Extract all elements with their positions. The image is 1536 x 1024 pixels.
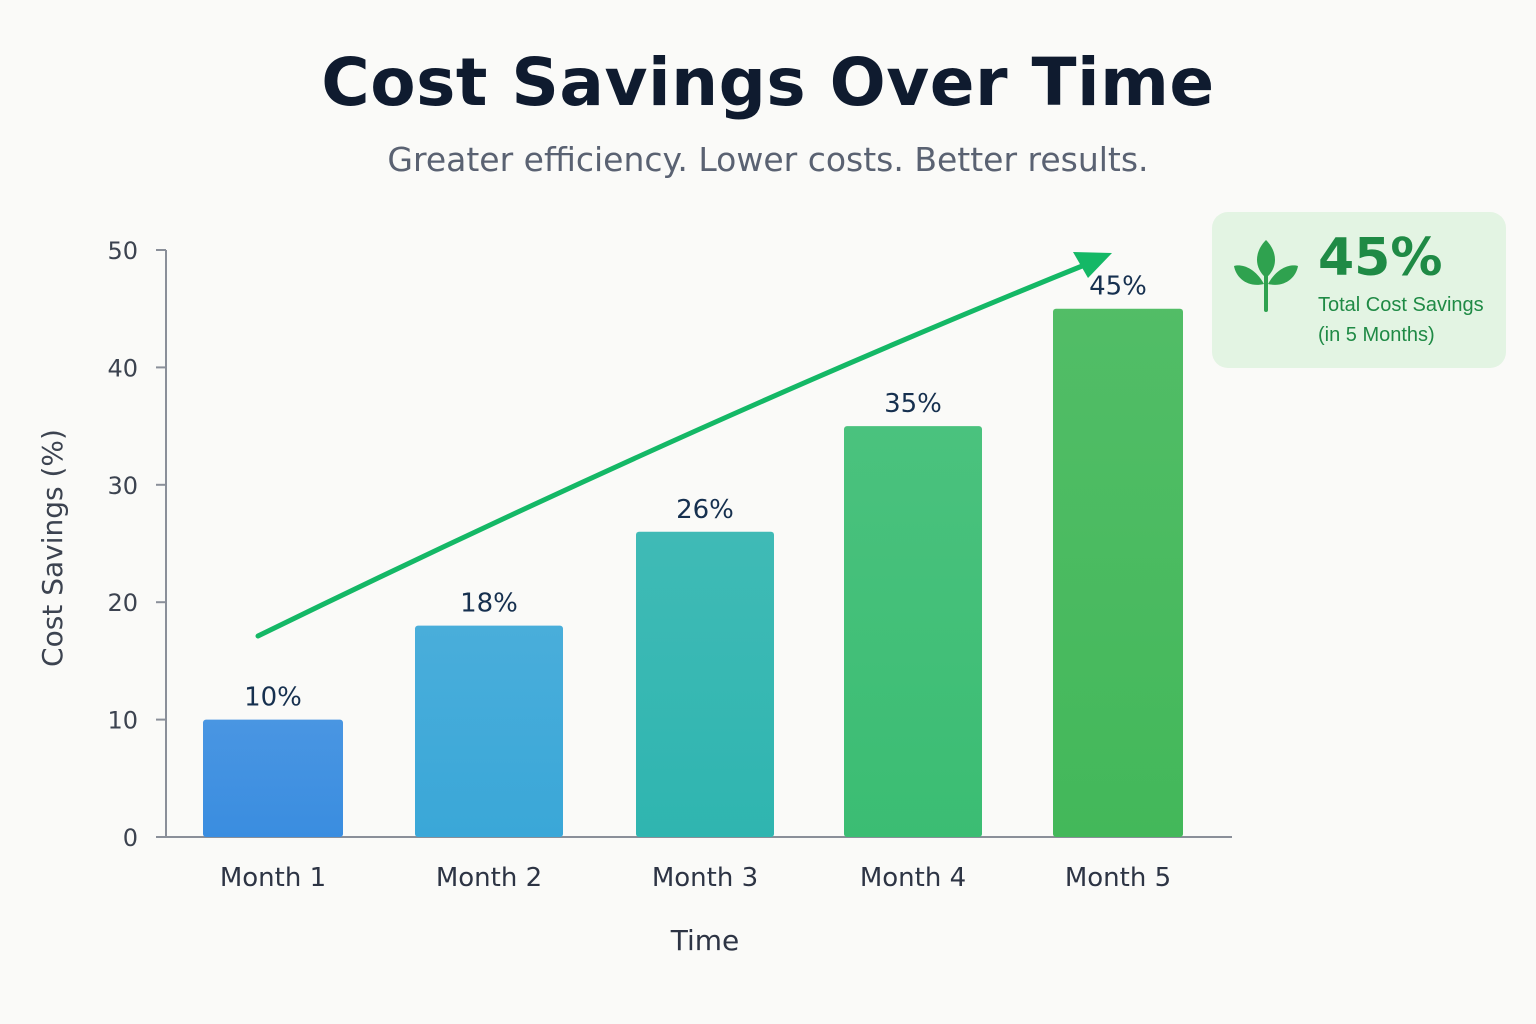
data-label: 35% xyxy=(884,389,942,419)
bar-4 xyxy=(844,426,982,837)
chart-subtitle: Greater efficiency. Lower costs. Better … xyxy=(387,140,1149,179)
bar-2 xyxy=(415,625,563,837)
x-tick-label: Month 4 xyxy=(860,863,966,893)
y-tick-label: 40 xyxy=(107,354,138,382)
bar-3 xyxy=(636,531,774,837)
x-tick-label: Month 5 xyxy=(1065,863,1171,893)
y-tick-label: 20 xyxy=(107,589,138,617)
data-label: 10% xyxy=(244,683,302,713)
trend-arrow xyxy=(255,259,1095,639)
x-tick-label: Month 1 xyxy=(220,863,326,893)
bar-1 xyxy=(203,719,343,837)
bar-5 xyxy=(1053,308,1183,837)
data-label: 45% xyxy=(1089,272,1147,302)
trend-arrowhead xyxy=(1073,252,1112,278)
leaf-icon xyxy=(1234,240,1298,312)
y-tick-label: 30 xyxy=(107,472,138,500)
x-tick-label: Month 3 xyxy=(652,863,758,893)
y-tick-label: 10 xyxy=(107,707,138,735)
y-tick-label: 50 xyxy=(107,237,138,265)
callout-label: Total Cost Savings xyxy=(1318,294,1484,316)
data-label: 26% xyxy=(676,495,734,525)
y-tick-label: 0 xyxy=(123,824,138,852)
y-axis-label: Cost Savings (%) xyxy=(36,429,69,667)
x-axis-label: Time xyxy=(670,924,740,957)
callout-value: 45% xyxy=(1318,228,1443,288)
callout-period: (in 5 Months) xyxy=(1318,324,1435,346)
x-tick-label: Month 2 xyxy=(436,863,542,893)
chart-title: Cost Savings Over Time xyxy=(321,44,1215,121)
data-label: 18% xyxy=(460,589,518,619)
total-savings-callout: 45% Total Cost Savings (in 5 Months) xyxy=(1212,212,1506,368)
